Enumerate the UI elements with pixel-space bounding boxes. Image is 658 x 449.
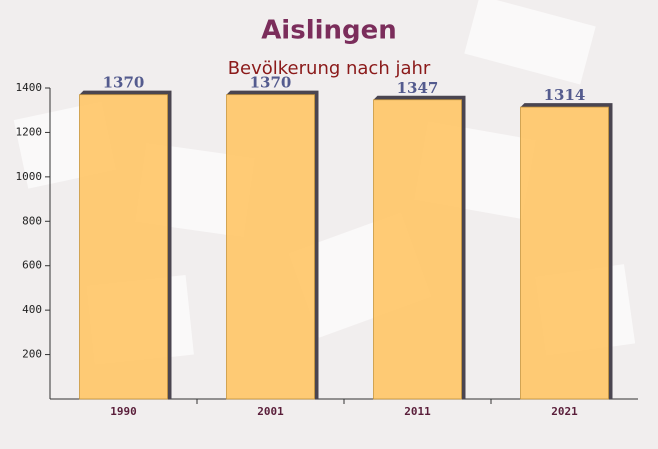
- x-tick-label: 2021: [551, 405, 578, 418]
- value-label: 1314: [544, 86, 586, 104]
- bar: [520, 106, 609, 400]
- y-tick-label: 1400: [16, 81, 43, 94]
- y-tick-label: 1000: [16, 170, 43, 183]
- value-label: 1370: [103, 74, 145, 92]
- chart-subtitle: Bevölkerung nach jahr: [228, 58, 431, 79]
- x-tick-label: 2011: [404, 405, 431, 418]
- y-tick-label: 1200: [16, 125, 43, 138]
- bar: [226, 94, 315, 400]
- y-tick-label: 400: [22, 303, 42, 316]
- y-tick-label: 800: [22, 214, 42, 227]
- bar: [373, 99, 462, 400]
- x-tick-label: 1990: [110, 405, 137, 418]
- y-tick-label: 200: [22, 348, 42, 361]
- value-label: 1370: [250, 74, 292, 92]
- bar: [79, 94, 168, 400]
- value-label: 1347: [397, 79, 439, 97]
- chart-title: Aislingen: [261, 16, 397, 46]
- y-tick-label: 600: [22, 259, 42, 272]
- x-tick-label: 2001: [257, 405, 284, 418]
